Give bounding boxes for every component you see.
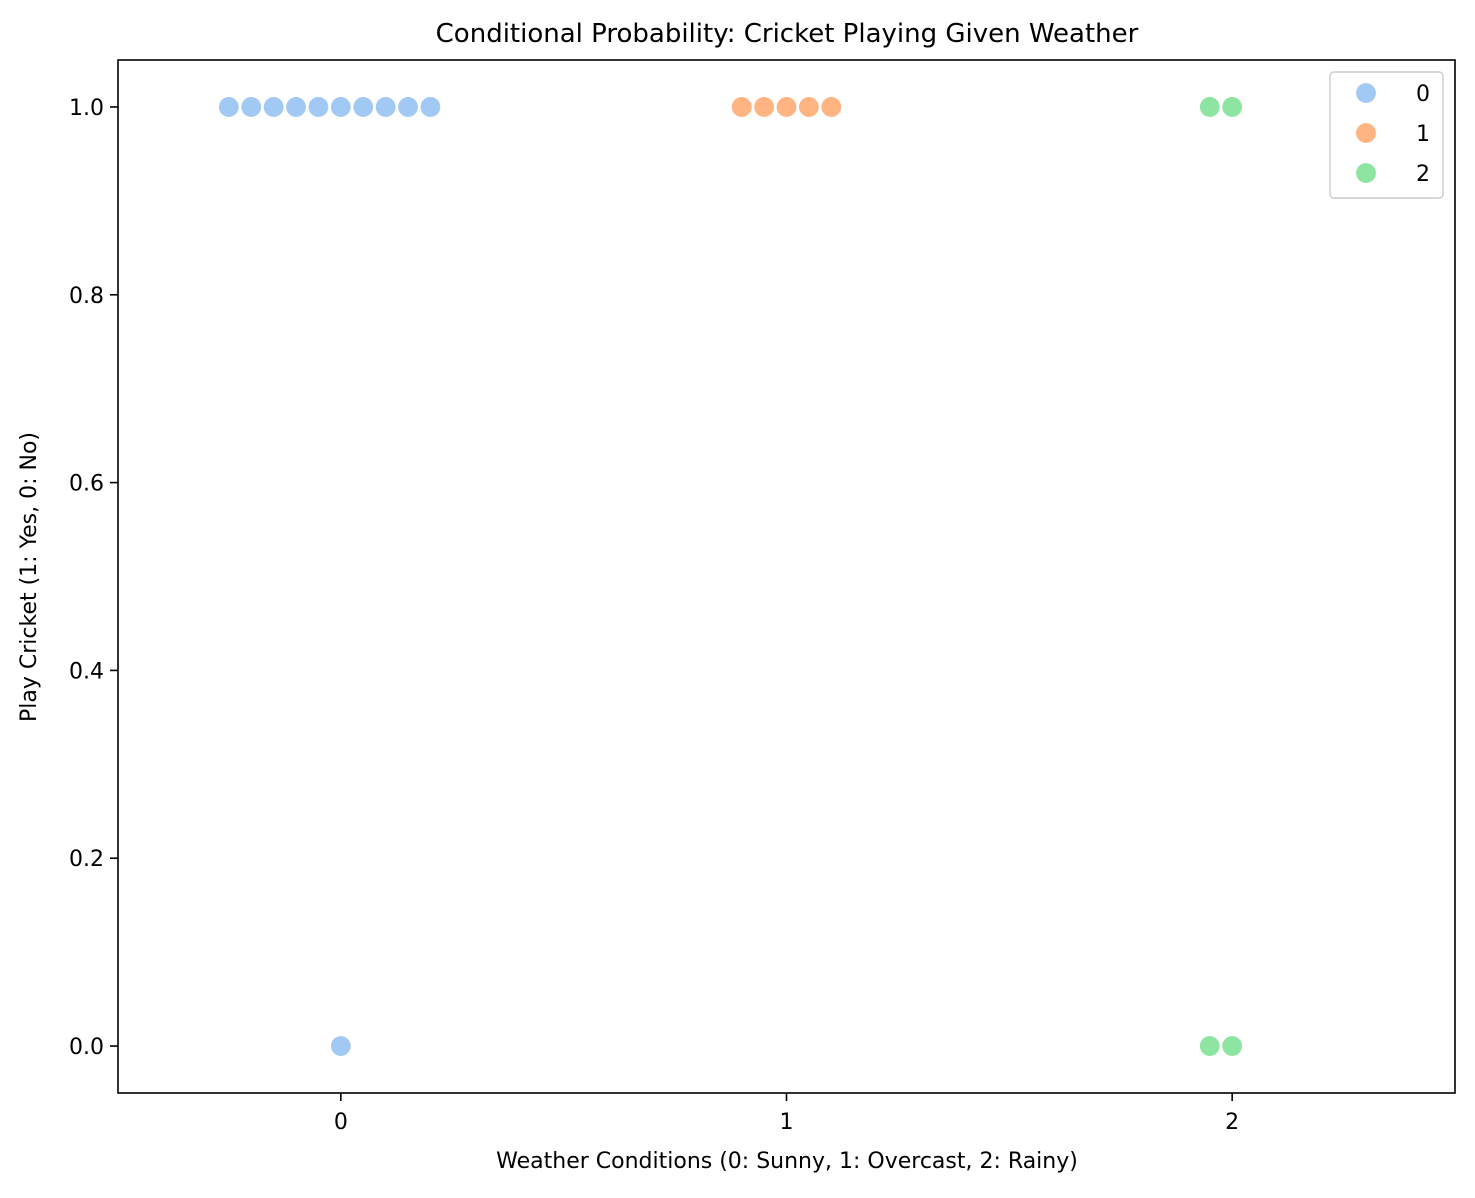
data-point-series-1 (775, 95, 798, 119)
data-point-series-0 (240, 95, 263, 119)
x-tick-label: 2 (1225, 1110, 1239, 1135)
legend: 0 1 2 (1329, 71, 1444, 199)
data-point-series-1 (797, 95, 821, 119)
legend-label: 1 (1416, 122, 1430, 147)
x-axis-ticks: 0 1 2 (334, 1093, 1239, 1135)
y-tick-label: 0.6 (69, 472, 104, 497)
legend-label: 2 (1416, 162, 1430, 187)
data-point-series-0 (307, 95, 330, 119)
data-point-series-2 (1198, 1034, 1221, 1058)
data-points (217, 95, 1244, 1058)
legend-marker (1354, 161, 1378, 185)
y-tick-label: 1.0 (69, 96, 104, 121)
y-tick-label: 0.2 (69, 847, 104, 872)
y-axis-ticks: 0.0 0.2 0.4 0.6 0.8 1.0 (69, 96, 118, 1060)
data-point-series-2 (1221, 95, 1244, 119)
data-point-series-0 (396, 95, 420, 119)
y-tick-label: 0.0 (69, 1035, 104, 1060)
legend-label: 0 (1416, 82, 1430, 107)
data-point-series-0 (329, 1034, 352, 1058)
data-point-series-1 (752, 95, 776, 119)
chart-title: Conditional Probability: Cricket Playing… (436, 19, 1139, 49)
data-point-series-1 (820, 95, 843, 119)
data-point-series-1 (730, 95, 753, 119)
data-point-series-2 (1221, 1034, 1244, 1058)
data-point-series-0 (419, 95, 442, 119)
legend-marker (1354, 81, 1378, 105)
y-tick-label: 0.8 (69, 284, 104, 309)
data-point-series-0 (374, 95, 397, 119)
data-point-series-0 (352, 95, 375, 119)
data-point-series-0 (217, 95, 240, 119)
data-point-series-2 (1198, 95, 1221, 119)
y-tick-label: 0.4 (69, 659, 104, 684)
x-axis-label: Weather Conditions (0: Sunny, 1: Overcas… (496, 1149, 1078, 1174)
data-point-series-0 (329, 95, 352, 119)
data-point-series-0 (262, 95, 285, 119)
legend-marker (1354, 121, 1378, 145)
data-point-series-0 (284, 95, 308, 119)
x-tick-label: 1 (780, 1110, 794, 1135)
plot-area-frame (117, 59, 1456, 1094)
x-tick-label: 0 (334, 1110, 348, 1135)
y-axis-label: Play Cricket (1: Yes, 0: No) (17, 432, 42, 722)
